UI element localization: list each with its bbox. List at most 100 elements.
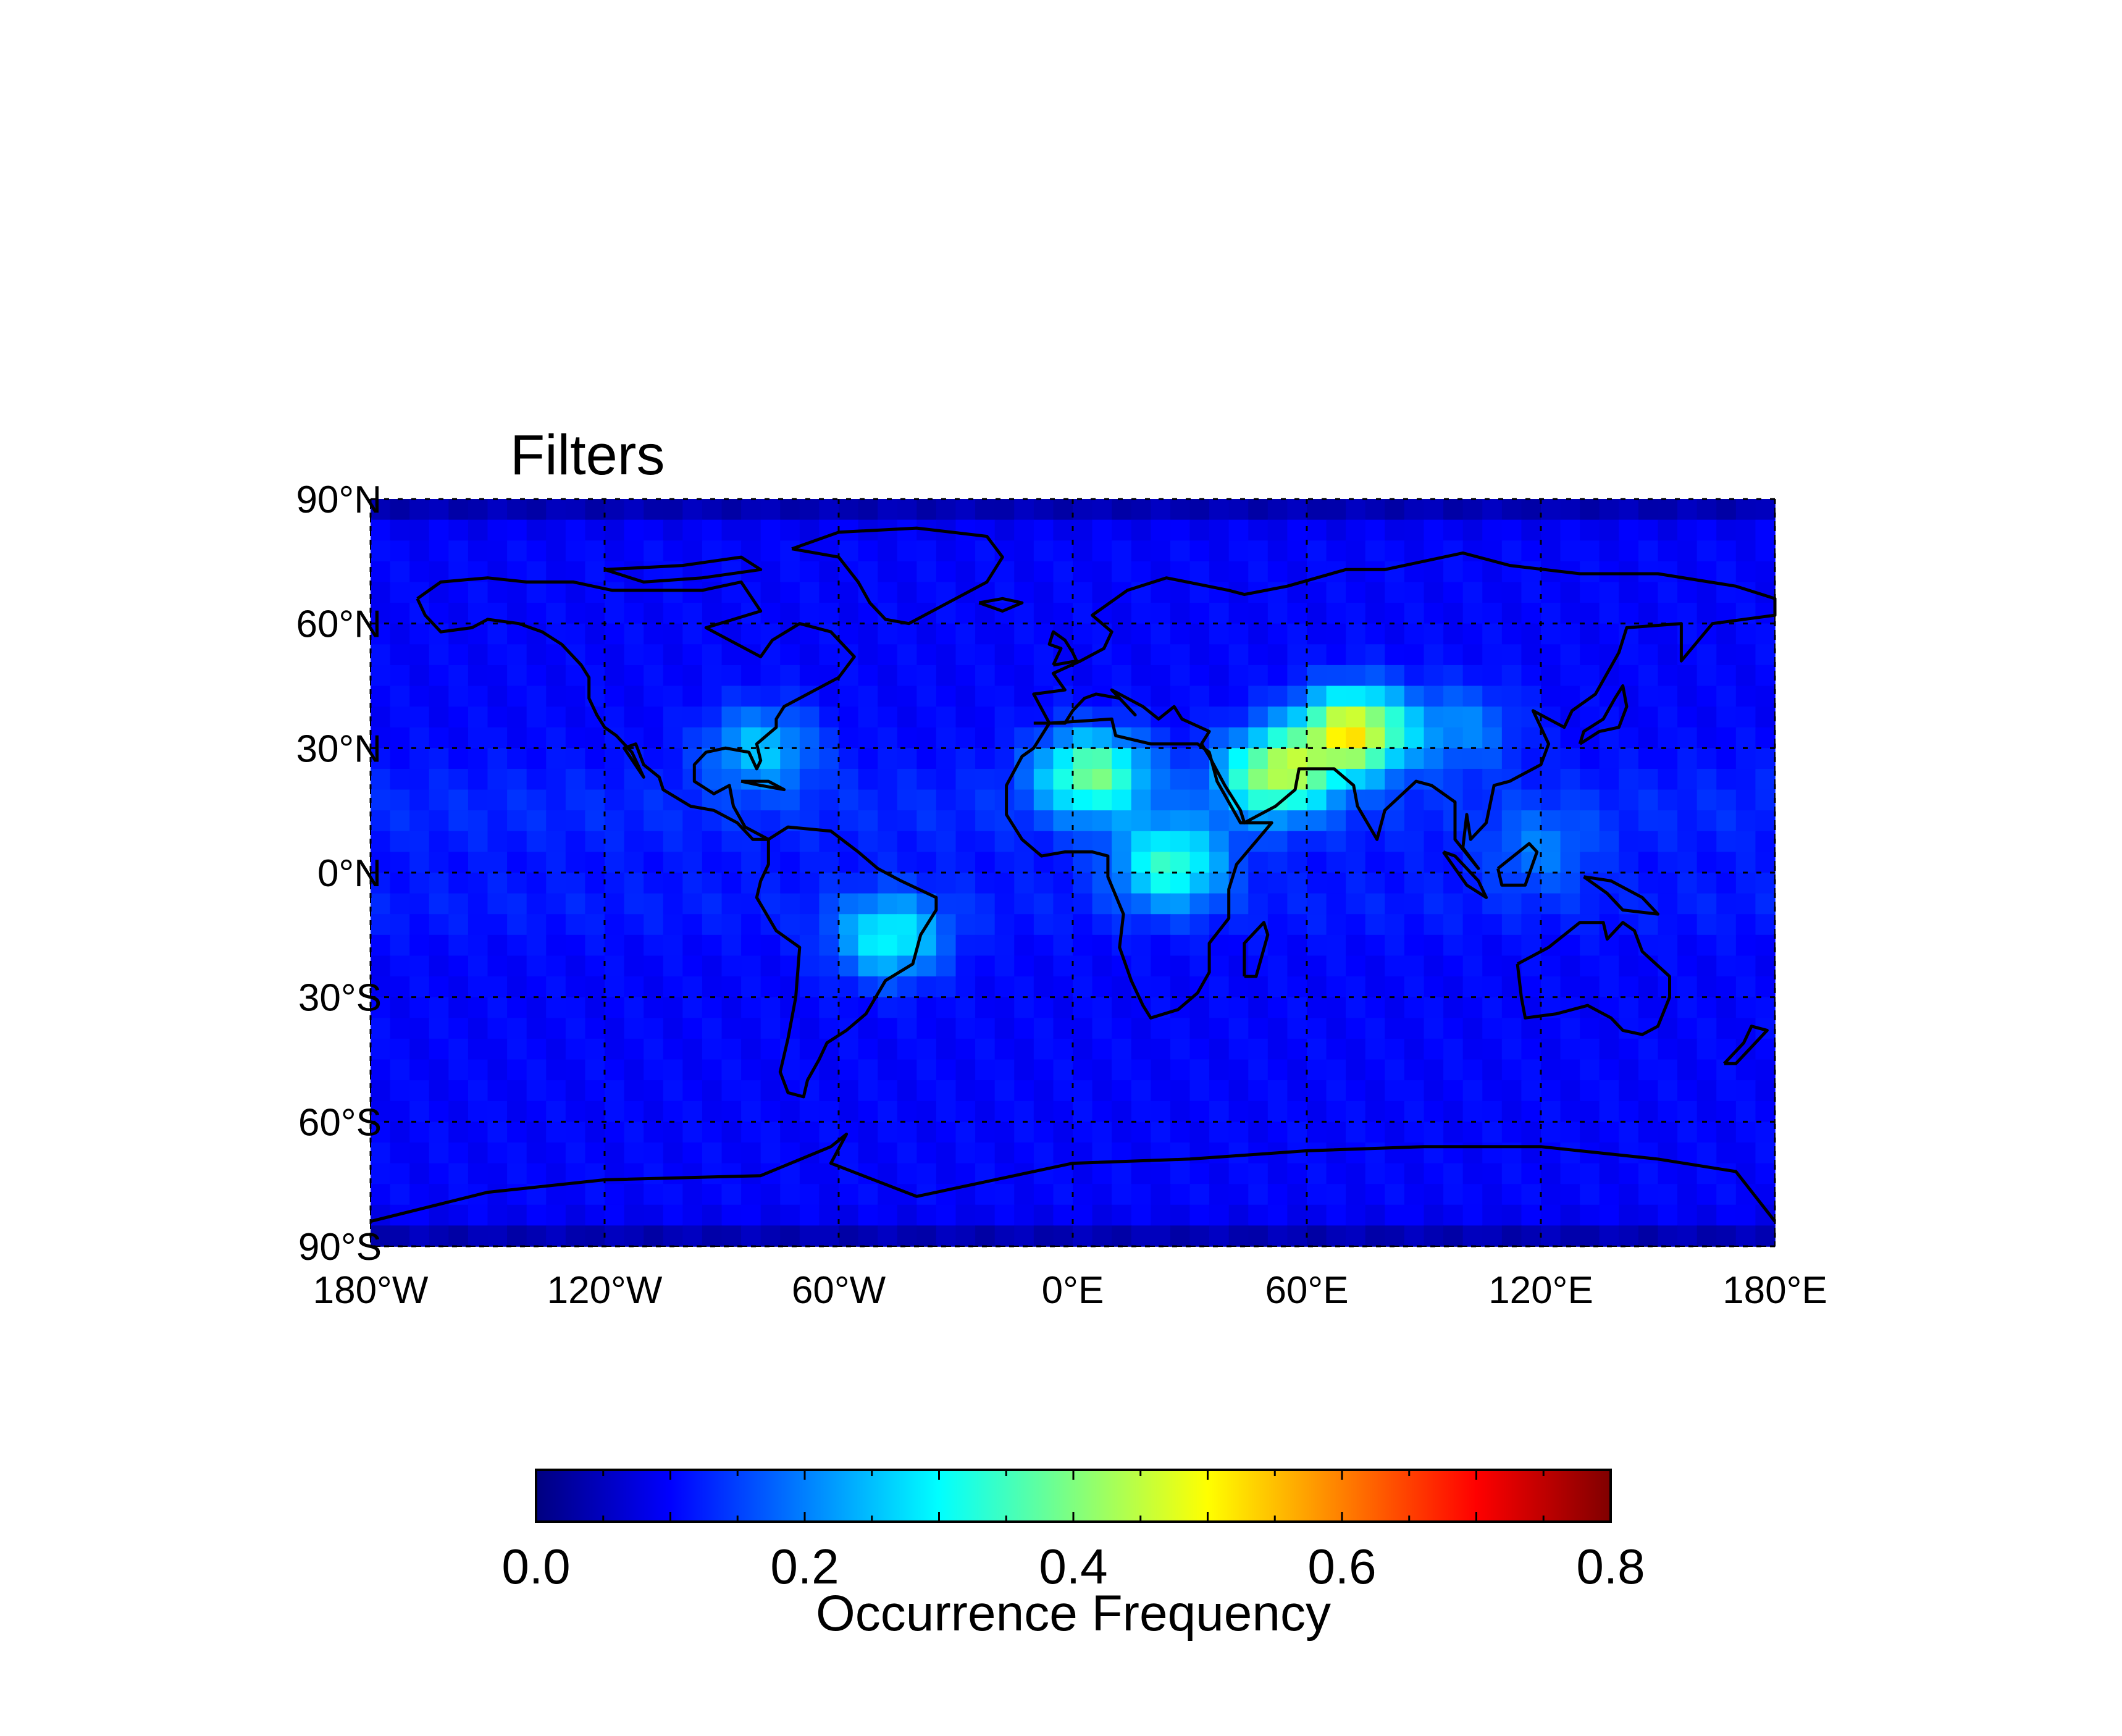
heatmap-cell — [1267, 852, 1288, 873]
heatmap-cell — [780, 1101, 800, 1123]
heatmap-cell — [1560, 748, 1580, 769]
heatmap-cell — [487, 955, 508, 977]
heatmap-cell — [448, 873, 469, 894]
heatmap-cell — [1033, 1018, 1054, 1039]
heatmap-cell — [1346, 519, 1366, 542]
heatmap-cell — [1560, 893, 1580, 915]
heatmap-cell — [487, 1225, 508, 1247]
heatmap-cell — [1696, 644, 1717, 666]
heatmap-cell — [448, 499, 469, 521]
heatmap-cell — [1073, 831, 1093, 853]
heatmap-cell — [858, 623, 878, 645]
heatmap-cell — [1501, 686, 1522, 707]
heatmap-cell — [1521, 1059, 1541, 1081]
heatmap-cell — [1131, 1101, 1152, 1123]
heatmap-cell — [1462, 893, 1483, 915]
heatmap-cell — [1073, 727, 1093, 749]
heatmap-cell — [702, 1122, 723, 1143]
heatmap-cell — [721, 1142, 742, 1164]
heatmap-cell — [1638, 748, 1659, 769]
heatmap-cell — [565, 934, 586, 957]
x-tick-label: 0°E — [1042, 1269, 1104, 1312]
heatmap-cell — [1462, 1101, 1483, 1123]
heatmap-cell — [1346, 748, 1366, 769]
heatmap-cell — [1014, 1142, 1034, 1164]
heatmap-cell — [878, 686, 898, 707]
heatmap-cell — [507, 540, 527, 562]
heatmap-cell — [1151, 768, 1171, 790]
heatmap-cell — [682, 1204, 703, 1227]
heatmap-cell — [644, 1059, 664, 1081]
heatmap-cell — [1658, 893, 1678, 915]
heatmap-cell — [1482, 644, 1503, 666]
heatmap-cell — [819, 873, 839, 894]
heatmap-cell — [468, 727, 489, 749]
heatmap-cell — [1462, 831, 1483, 853]
heatmap-cell — [526, 748, 547, 769]
heatmap-cell — [605, 1122, 625, 1143]
heatmap-cell — [644, 852, 664, 873]
heatmap-cell — [1755, 665, 1776, 687]
heatmap-cell — [1580, 1018, 1600, 1039]
heatmap-cell — [1755, 561, 1776, 583]
heatmap-cell — [605, 810, 625, 832]
heatmap-cell — [1735, 1225, 1756, 1247]
heatmap-cell — [878, 831, 898, 853]
heatmap-cell — [878, 707, 898, 728]
heatmap-cell — [1092, 582, 1112, 603]
heatmap-cell — [1696, 1101, 1717, 1123]
heatmap-cell — [1696, 603, 1717, 624]
heatmap-cell — [1541, 976, 1561, 998]
heatmap-cell — [1696, 1142, 1717, 1164]
heatmap-cell — [409, 1142, 430, 1164]
heatmap-cell — [1073, 519, 1093, 542]
heatmap-cell — [624, 519, 644, 542]
heatmap-cell — [1307, 519, 1327, 542]
heatmap-cell — [1248, 519, 1269, 542]
heatmap-cell — [1580, 1204, 1600, 1227]
heatmap-cell — [1326, 582, 1346, 603]
heatmap-cell — [390, 852, 410, 873]
heatmap-cell — [1053, 1101, 1073, 1123]
heatmap-cell — [1755, 1101, 1776, 1123]
heatmap-cell — [1267, 810, 1288, 832]
heatmap-cell — [1677, 976, 1698, 998]
heatmap-cell — [1541, 1101, 1561, 1123]
heatmap-cell — [487, 997, 508, 1019]
heatmap-cell — [644, 582, 664, 603]
heatmap-cell — [1112, 540, 1132, 562]
heatmap-cell — [1170, 686, 1191, 707]
heatmap-cell — [546, 831, 566, 853]
heatmap-cell — [1501, 665, 1522, 687]
heatmap-cell — [1346, 852, 1366, 873]
heatmap-cell — [1014, 1080, 1034, 1102]
heatmap-cell — [1346, 831, 1366, 853]
heatmap-cell — [1326, 1101, 1346, 1123]
heatmap-cell — [1521, 540, 1541, 562]
heatmap-cell — [955, 1142, 976, 1164]
heatmap-cell — [448, 831, 469, 853]
heatmap-cell — [858, 644, 878, 666]
heatmap-cell — [565, 1059, 586, 1081]
heatmap-cell — [1501, 727, 1522, 749]
heatmap-cell — [1092, 810, 1112, 832]
heatmap-cell — [1267, 499, 1288, 521]
heatmap-cell — [1404, 914, 1425, 936]
heatmap-cell — [526, 873, 547, 894]
heatmap-cell — [780, 789, 800, 811]
heatmap-cell — [565, 644, 586, 666]
heatmap-cell — [760, 934, 781, 957]
heatmap-cell — [1014, 686, 1034, 707]
heatmap-cell — [565, 1204, 586, 1227]
heatmap-cell — [760, 519, 781, 542]
heatmap-cell — [1151, 893, 1171, 915]
heatmap-cell — [1482, 665, 1503, 687]
heatmap-cell — [721, 519, 742, 542]
heatmap-cell — [1638, 1204, 1659, 1227]
heatmap-cell — [975, 665, 996, 687]
heatmap-cell — [1599, 768, 1620, 790]
heatmap-cell — [839, 810, 859, 832]
heatmap-cell — [936, 1018, 957, 1039]
heatmap-cell — [1248, 997, 1269, 1019]
heatmap-cell — [1131, 603, 1152, 624]
